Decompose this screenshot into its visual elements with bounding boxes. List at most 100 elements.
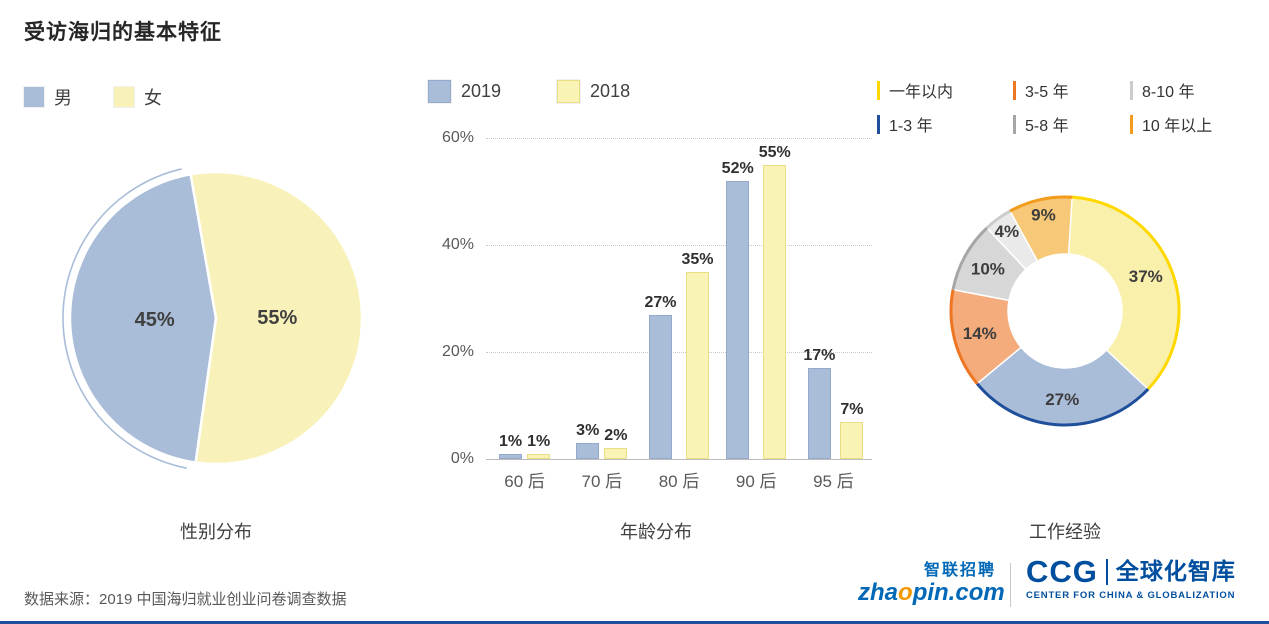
bar-group: 1% 1% — [486, 138, 563, 459]
y-tick-label: 60% — [441, 129, 474, 146]
bar-2018-3 — [763, 164, 787, 459]
legend-label-under-1yr: 一年以内 — [889, 84, 954, 101]
grid-line-60 — [486, 138, 872, 139]
zhaopin-pre: zha — [858, 579, 899, 606]
donut-rim-3 — [951, 226, 988, 290]
swatch-2018 — [556, 79, 582, 104]
mark-1-3yr — [877, 114, 880, 134]
bar-chart-title: 年龄分布 — [620, 522, 692, 542]
bar-group: 52% 55% — [718, 138, 795, 459]
donut-rim-0 — [1064, 195, 1181, 391]
donut-segment-0 — [1064, 196, 1180, 391]
donut-chart-title: 工作经验 — [1029, 522, 1101, 542]
bar-column-2019: 1% — [499, 433, 522, 459]
bar-2018-1 — [604, 448, 628, 459]
legend-item-under-1yr: 一年以内 — [877, 78, 1013, 102]
bar-column-2019: 52% — [722, 160, 754, 459]
bar-value-label: 27% — [644, 293, 677, 311]
donut-value-label: 14% — [963, 324, 997, 343]
bar-groups: 1% 1% 3% 2% 27% 35% 52% 55% 17% 7% — [486, 138, 872, 459]
mark-under-1yr — [877, 80, 880, 100]
bar-2019-0 — [499, 453, 523, 459]
bar-value-label: 35% — [681, 250, 714, 268]
grid-line-40 — [486, 245, 872, 246]
ccg-cn-wordmark: 全球化智库 — [1115, 558, 1236, 584]
bar-value-label: 3% — [576, 421, 600, 439]
grid-line-20 — [486, 352, 872, 353]
bar-value-label: 1% — [527, 432, 551, 450]
female-swatch — [113, 86, 135, 108]
bar-column-2019: 27% — [644, 293, 677, 459]
legend-label-3-5yr: 3-5 年 — [1025, 84, 1069, 101]
zhaopin-logo: 智联招聘 zhaopin.com — [858, 556, 1005, 606]
donut-rim-2 — [949, 289, 979, 385]
zhaopin-post: pin.com — [912, 579, 1005, 606]
ccg-abbr: CCG — [1026, 554, 1098, 589]
donut-value-label: 37% — [1129, 267, 1163, 286]
swatch-2019 — [427, 79, 452, 104]
legend-item-female: 女 — [113, 84, 162, 110]
bar-value-label: 52% — [721, 159, 754, 177]
grid-line-0 — [486, 459, 872, 460]
bar-value-label: 2% — [604, 427, 628, 445]
y-tick-label: 20% — [441, 343, 474, 360]
experience-donut-chart: 37% 27% 14% 10% 4% 9% — [949, 195, 1181, 427]
bar-2018-2 — [686, 271, 710, 459]
legend-label-male: 男 — [54, 88, 72, 108]
legend-label-1-3yr: 1-3 年 — [889, 118, 933, 135]
legend-item-over-10yr: 10 年以上 — [1130, 112, 1250, 136]
donut-rim-1 — [976, 382, 1150, 427]
zhaopin-orange-o: o — [898, 579, 913, 606]
legend-item-2019: 2019 — [427, 79, 502, 104]
legend-label-2019: 2019 — [461, 81, 502, 101]
mark-over-10yr — [1130, 114, 1133, 134]
male-swatch — [23, 86, 45, 108]
y-tick-label: 0% — [450, 450, 474, 467]
legend-item-8-10yr: 8-10 年 — [1130, 78, 1250, 102]
pie-slice-1 — [189, 170, 364, 466]
bar-2019-3 — [726, 180, 750, 459]
bar-column-2018: 35% — [682, 251, 714, 459]
pie-value-label: 45% — [135, 309, 175, 331]
donut-value-label: 10% — [971, 260, 1005, 279]
ccg-wordmark-row: CCG 全球化智库 — [1026, 556, 1236, 587]
ccg-logo: CCG 全球化智库 CENTER FOR CHINA & GLOBALIZATI… — [1026, 556, 1236, 601]
bar-2018-4 — [840, 421, 864, 459]
mark-8-10yr — [1130, 80, 1133, 100]
ccg-separator — [1105, 558, 1108, 585]
donut-value-label: 9% — [1031, 205, 1056, 224]
mark-5-8yr — [1013, 114, 1016, 134]
mark-3-5yr — [1013, 80, 1016, 100]
legend-item-5-8yr: 5-8 年 — [1013, 112, 1130, 136]
bar-2019-4 — [807, 368, 831, 459]
bar-group: 3% 2% — [563, 138, 640, 459]
bar-2018-0 — [527, 453, 551, 459]
zhaopin-en-wordmark: zhaopin.com — [858, 579, 1005, 606]
zhaopin-cn-wordmark: 智联招聘 — [923, 562, 996, 579]
bar-column-2019: 17% — [803, 347, 835, 459]
legend-item-3-5yr: 3-5 年 — [1013, 78, 1130, 102]
bar-plot-area: 1% 1% 3% 2% 27% 35% 52% 55% 17% 7% — [486, 138, 872, 460]
x-axis-label: 60 后 — [504, 472, 545, 491]
pie-value-label: 55% — [257, 307, 297, 329]
x-axis-label: 70 后 — [581, 472, 623, 491]
legend-label-female: 女 — [144, 88, 162, 108]
donut-value-label: 27% — [1045, 390, 1079, 409]
x-axis-label: 80 后 — [658, 472, 700, 491]
bar-x-axis: 60 后 70 后 80 后 90 后 95 后 — [486, 467, 872, 492]
donut-value-label: 4% — [995, 222, 1020, 241]
bar-y-axis: 0% 20% 40% 60% — [422, 129, 474, 467]
bar-column-2018: 2% — [604, 427, 627, 459]
gender-pie-chart: 45% 55% — [62, 168, 364, 469]
bar-2019-2 — [648, 314, 672, 459]
bar-value-label: 7% — [840, 400, 864, 418]
pie-chart-title: 性别分布 — [180, 522, 252, 542]
bar-2019-1 — [576, 442, 600, 459]
bar-column-2019: 3% — [576, 422, 599, 459]
experience-legend: 一年以内 3-5 年 8-10 年 1-3 年 5-8 年 10 年以上 — [877, 78, 1250, 136]
legend-label-8-10yr: 8-10 年 — [1142, 84, 1195, 101]
pie-decorative-arc — [62, 168, 187, 469]
page-title: 受访海归的基本特征 — [24, 21, 222, 44]
x-axis-label: 95 后 — [813, 472, 854, 491]
